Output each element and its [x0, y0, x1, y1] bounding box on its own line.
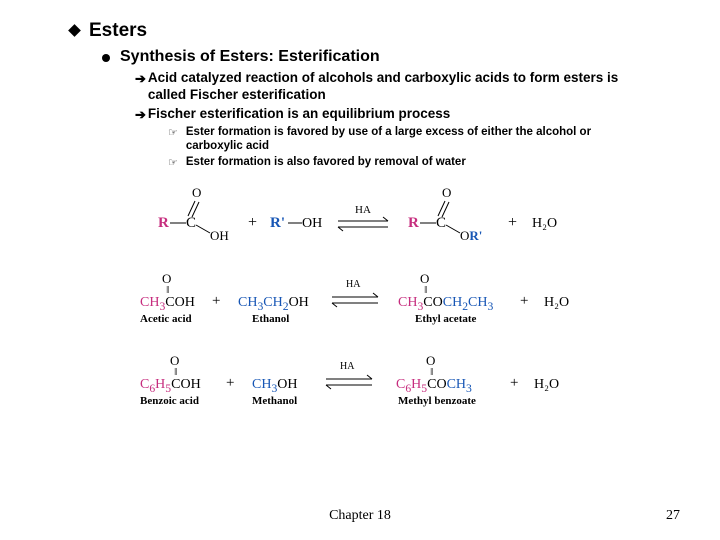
arrow-icon: ➔	[135, 71, 146, 87]
lvl4-text-0: Ester formation is favored by use of a l…	[186, 125, 640, 154]
bullet-lvl3: ➔ Fischer esterification is an equilibri…	[135, 106, 640, 123]
bullet-lvl4: ☞ Ester formation is favored by use of a…	[168, 125, 640, 154]
page-number: 27	[666, 508, 680, 524]
svg-text:C: C	[186, 215, 196, 231]
svg-text:O: O	[442, 185, 451, 200]
disc-icon	[102, 54, 110, 62]
bullet-lvl2: Synthesis of Esters: Esterification	[102, 48, 680, 66]
equilibrium-icon	[328, 289, 384, 311]
svg-text:O: O	[192, 185, 201, 200]
bullet-lvl3: ➔ Acid catalyzed reaction of alcohols an…	[135, 70, 640, 104]
slide-body: Esters Synthesis of Esters: Esterificati…	[0, 0, 720, 425]
acid-name: Benzoic acid	[140, 395, 199, 407]
svg-text:H₂O: H₂O	[532, 216, 557, 231]
svg-text:HA: HA	[355, 204, 371, 216]
svg-text:+: +	[508, 214, 517, 231]
lvl4-text-1: Ester formation is also favored by remov…	[186, 155, 466, 169]
svg-text:OH: OH	[302, 216, 322, 231]
arrow-icon: ➔	[135, 107, 146, 123]
hand-icon: ☞	[168, 156, 178, 169]
equation-ex2: O‖ C6H5COH Benzoic acid + CH3OH Methanol…	[140, 353, 680, 425]
svg-text:C: C	[436, 215, 446, 231]
hand-icon: ☞	[168, 126, 178, 139]
chem-diagrams: O R C OH + R' OH HA O	[140, 183, 680, 425]
lvl3-text-0: Acid catalyzed reaction of alcohols and …	[148, 70, 640, 104]
svg-text:+: +	[248, 214, 257, 231]
svg-text:R: R	[408, 215, 419, 231]
equilibrium-icon	[322, 371, 378, 393]
ester-name: Ethyl acetate	[415, 313, 476, 325]
generic-R: R	[158, 215, 169, 231]
footer: Chapter 18 27	[0, 508, 720, 524]
lvl1-text: Esters	[89, 20, 147, 42]
lvl3-text-1: Fischer esterification is an equilibrium…	[148, 106, 450, 123]
alcohol-name: Methanol	[252, 395, 297, 407]
acid-name: Acetic acid	[140, 313, 192, 325]
svg-text:OH: OH	[210, 228, 229, 243]
bullet-lvl1: Esters	[70, 20, 680, 42]
alcohol-name: Ethanol	[252, 313, 289, 325]
diamond-icon	[68, 24, 81, 37]
generic-structure: O R C OH + R' OH HA O	[140, 183, 680, 255]
bullet-lvl4: ☞ Ester formation is also favored by rem…	[168, 155, 640, 169]
svg-text:R': R'	[270, 215, 285, 231]
equation-ex1: O‖ CH3COH Acetic acid + CH3CH2OH Ethanol…	[140, 271, 680, 343]
lvl2-text: Synthesis of Esters: Esterification	[120, 48, 380, 66]
equation-generic: O R C OH + R' OH HA O	[140, 183, 680, 255]
ester-name: Methyl benzoate	[398, 395, 476, 407]
chapter-label: Chapter 18	[0, 508, 720, 524]
svg-text:OR': OR'	[460, 228, 482, 243]
